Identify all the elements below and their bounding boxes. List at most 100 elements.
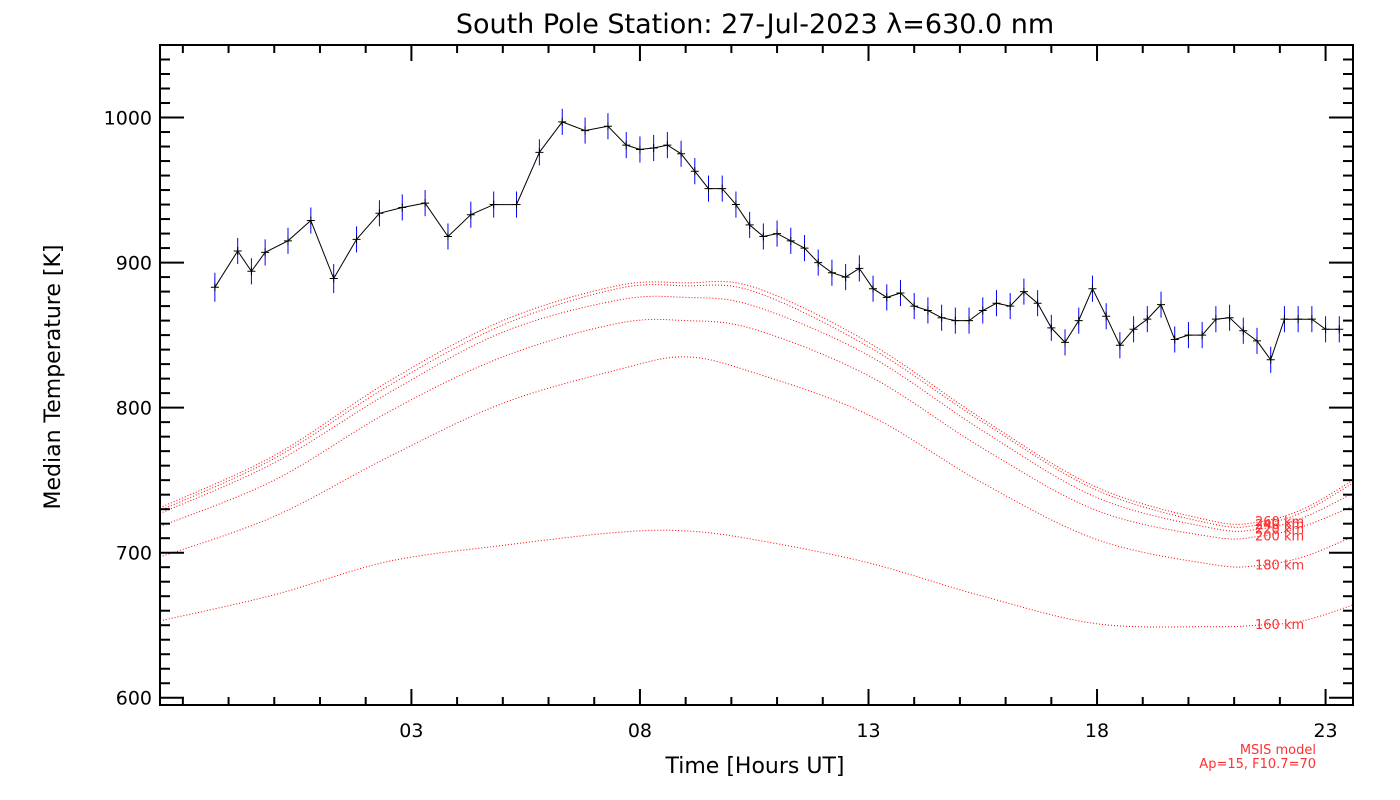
data-point — [814, 258, 823, 267]
data-point — [869, 284, 878, 293]
msis-curve-260-km — [159, 280, 1354, 525]
msis-curve-180-km — [159, 356, 1354, 568]
msis-label-220-km: 220 km — [1255, 523, 1304, 538]
y-tick-label: 700 — [116, 543, 152, 565]
data-point — [704, 184, 713, 193]
x-axis-label: Time [Hours UT] — [665, 754, 845, 779]
y-tick-label: 600 — [116, 688, 152, 710]
data-point — [1019, 287, 1028, 296]
data-point — [773, 229, 782, 238]
data-point — [841, 273, 850, 282]
data-point — [581, 126, 590, 135]
data-point — [992, 299, 1001, 308]
data-point — [375, 209, 384, 218]
data-point — [489, 200, 498, 209]
data-point — [1335, 325, 1344, 334]
data-point — [512, 200, 521, 209]
data-point — [786, 236, 795, 245]
data-point — [1170, 335, 1179, 344]
x-tick-label: 03 — [399, 720, 423, 742]
data-point — [261, 248, 270, 257]
data-point — [283, 236, 292, 245]
data-point — [937, 313, 946, 322]
y-tick-label: 800 — [116, 398, 152, 420]
msis-curve-160-km — [159, 529, 1354, 628]
median-temperature-series — [210, 108, 1344, 373]
data-point — [306, 216, 315, 225]
data-point — [1102, 312, 1111, 321]
data-point — [1061, 338, 1070, 347]
data-point — [421, 199, 430, 208]
data-point — [1198, 331, 1207, 340]
msis-label-180-km: 180 km — [1255, 559, 1304, 574]
data-point — [965, 316, 974, 325]
data-point — [352, 235, 361, 244]
data-point — [910, 302, 919, 311]
data-point — [800, 244, 809, 253]
y-tick-label: 900 — [116, 253, 152, 275]
msis-params-note: Ap=15, F10.7=70 — [1199, 757, 1316, 772]
data-point — [622, 141, 631, 150]
temperature-line — [214, 121, 1340, 361]
data-point — [1266, 355, 1275, 364]
data-point — [677, 149, 686, 158]
data-point — [1088, 284, 1097, 293]
data-point — [233, 246, 242, 255]
data-point — [827, 268, 836, 277]
x-tick-label: 18 — [1085, 720, 1109, 742]
data-point — [1006, 302, 1015, 311]
data-point — [1047, 323, 1056, 332]
data-point — [978, 306, 987, 315]
data-point — [1253, 336, 1262, 345]
data-point — [663, 141, 672, 150]
plot-axes: 03 08 13 18 23 600 700 800 900 1000 — [104, 44, 1354, 742]
data-point — [635, 145, 644, 154]
data-point — [1321, 325, 1330, 334]
data-point — [923, 306, 932, 315]
data-point — [718, 184, 727, 193]
data-point — [1074, 316, 1083, 325]
data-point — [855, 264, 864, 273]
data-point — [951, 316, 960, 325]
data-point — [690, 167, 699, 176]
data-point — [1294, 315, 1303, 324]
x-tick-label: 08 — [628, 720, 652, 742]
msis-curve-200-km — [159, 318, 1354, 540]
data-point — [1143, 315, 1152, 324]
data-point — [535, 148, 544, 157]
msis-label-160-km: 160 km — [1255, 618, 1304, 633]
data-point — [649, 143, 658, 152]
data-point — [731, 200, 740, 209]
data-point — [398, 203, 407, 212]
data-point — [1225, 313, 1234, 322]
data-point — [210, 283, 219, 292]
data-point — [1307, 315, 1316, 324]
data-point — [1239, 326, 1248, 335]
data-point — [1033, 299, 1042, 308]
data-point — [882, 293, 891, 302]
msis-label-260-km: 260 km — [1255, 515, 1304, 530]
data-point — [1115, 341, 1124, 350]
data-point — [558, 117, 567, 126]
data-point — [1184, 331, 1193, 340]
x-tick-label: 23 — [1313, 720, 1337, 742]
msis-model-note: MSIS model — [1240, 743, 1316, 758]
data-point — [443, 232, 452, 241]
msis-label-200-km: 200 km — [1255, 530, 1304, 545]
data-point — [466, 210, 475, 219]
data-point — [1157, 300, 1166, 309]
data-point — [1280, 315, 1289, 324]
data-point — [329, 274, 338, 283]
data-point — [745, 220, 754, 229]
data-point — [247, 267, 256, 276]
data-point — [1211, 315, 1220, 324]
y-tick-label: 1000 — [104, 108, 152, 130]
msis-curve-240-km — [159, 284, 1354, 528]
plot-frame — [159, 44, 1354, 706]
data-point — [603, 122, 612, 131]
data-point — [896, 289, 905, 298]
x-tick-label: 13 — [856, 720, 880, 742]
msis-curve-220-km — [159, 295, 1354, 532]
